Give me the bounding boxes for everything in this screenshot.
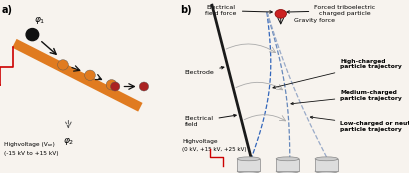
Circle shape	[106, 80, 117, 90]
Text: $\varphi_2$: $\varphi_2$	[63, 136, 74, 147]
Circle shape	[85, 70, 95, 80]
Text: Electrode: Electrode	[184, 66, 224, 75]
Text: Highvoltage (Vₐₑ): Highvoltage (Vₐₑ)	[4, 142, 54, 147]
Text: Electrical
field force: Electrical field force	[205, 5, 272, 16]
Ellipse shape	[315, 157, 338, 161]
Circle shape	[58, 60, 68, 70]
Text: b): b)	[180, 5, 191, 15]
Text: (0 kV, +15 kV, +25 kV): (0 kV, +15 kV, +25 kV)	[182, 147, 247, 152]
Text: Forced triboelectric
charged particle: Forced triboelectric charged particle	[287, 5, 375, 16]
Text: (-15 kV to +15 kV): (-15 kV to +15 kV)	[4, 151, 58, 156]
Text: Highvoltage: Highvoltage	[182, 139, 218, 144]
Bar	[315, 159, 338, 171]
Ellipse shape	[237, 169, 260, 173]
Text: Low-charged or neutral
particle trajectory: Low-charged or neutral particle trajecto…	[310, 116, 409, 132]
Bar	[276, 159, 299, 171]
Bar	[237, 159, 260, 171]
Ellipse shape	[276, 169, 299, 173]
Ellipse shape	[237, 157, 260, 161]
Text: $\varphi_1$: $\varphi_1$	[34, 15, 45, 26]
Circle shape	[139, 82, 148, 91]
Ellipse shape	[276, 157, 299, 161]
Text: a): a)	[2, 5, 13, 15]
Ellipse shape	[315, 169, 338, 173]
Circle shape	[26, 29, 39, 41]
Text: Gravity force: Gravity force	[294, 18, 335, 23]
Text: Medium-charged
particle trajectory: Medium-charged particle trajectory	[291, 90, 402, 105]
Text: High-charged
particle trajectory: High-charged particle trajectory	[273, 59, 402, 88]
Circle shape	[275, 10, 286, 18]
Text: Electrical
field: Electrical field	[184, 114, 236, 126]
Circle shape	[110, 82, 120, 91]
